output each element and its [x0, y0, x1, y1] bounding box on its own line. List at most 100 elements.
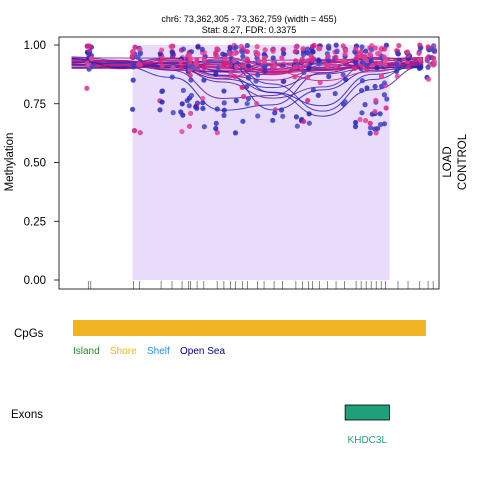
control-point — [157, 107, 163, 113]
cpg-legend-item: Open Sea — [180, 346, 225, 357]
load-point — [136, 61, 142, 67]
control-point — [170, 50, 176, 56]
control-point — [367, 125, 374, 131]
control-point — [201, 124, 207, 130]
control-point — [272, 110, 278, 116]
control-point — [233, 98, 239, 104]
control-point — [169, 74, 175, 80]
control-point — [238, 48, 245, 54]
load-point — [222, 61, 228, 68]
load-point — [238, 43, 244, 49]
control-point — [363, 48, 369, 54]
control-point — [201, 77, 207, 83]
control-point — [293, 114, 300, 120]
cpg-legend-item: Shore — [110, 346, 137, 357]
control-point — [130, 77, 136, 83]
control-point — [188, 63, 194, 70]
load-point — [372, 108, 378, 115]
load-point — [305, 97, 311, 104]
control-point — [395, 50, 401, 57]
cpg-rug — [87, 281, 434, 289]
load-point — [129, 53, 135, 59]
load-point — [233, 64, 240, 70]
load-point — [405, 64, 411, 71]
plot-panel: 0.00 0.25 0.50 0.75 1.00 — [24, 36, 440, 290]
load-point — [244, 56, 250, 62]
control-point — [334, 49, 340, 55]
control-point — [352, 124, 359, 130]
load-point — [159, 47, 165, 53]
control-point — [188, 92, 195, 99]
control-point — [135, 54, 141, 61]
control-point — [381, 92, 387, 98]
control-point — [195, 44, 201, 50]
load-point — [377, 61, 383, 67]
load-point — [293, 58, 299, 64]
control-point — [221, 107, 227, 113]
load-point — [137, 130, 143, 136]
load-point — [280, 46, 286, 52]
load-point — [292, 64, 298, 70]
y-tick-label: 0.75 — [24, 99, 46, 111]
load-point — [227, 62, 233, 68]
control-point — [310, 87, 317, 93]
load-point — [332, 63, 339, 69]
load-point — [86, 43, 92, 49]
sample-points — [84, 42, 438, 136]
load-point — [239, 62, 245, 69]
load-point — [424, 55, 430, 61]
control-point — [362, 102, 368, 108]
load-point — [431, 59, 437, 65]
control-point — [377, 111, 383, 117]
control-point — [377, 121, 384, 128]
control-point — [305, 50, 311, 56]
control-point — [315, 92, 321, 98]
load-point — [170, 64, 176, 71]
load-point — [425, 44, 431, 50]
load-point — [179, 128, 185, 135]
load-point — [379, 73, 385, 79]
control-point — [416, 65, 422, 71]
load-point — [396, 42, 402, 49]
y-tick-label: 1.00 — [24, 40, 46, 52]
load-point — [383, 105, 389, 111]
load-point — [340, 43, 346, 49]
load-point — [293, 44, 299, 50]
control-point — [244, 101, 250, 107]
load-point — [292, 74, 298, 80]
legend-load: LOAD — [442, 146, 454, 177]
load-point — [193, 60, 199, 66]
control-point — [332, 90, 338, 97]
load-point — [262, 47, 268, 53]
control-point — [270, 117, 276, 123]
load-point — [298, 65, 305, 71]
control-point — [359, 78, 366, 84]
control-point — [129, 106, 136, 112]
control-point — [130, 64, 136, 70]
control-point — [170, 110, 176, 116]
load-point — [358, 48, 365, 55]
control-point — [159, 99, 165, 105]
control-point — [364, 85, 370, 91]
control-point — [359, 110, 365, 116]
load-point — [270, 58, 276, 65]
control-point — [394, 61, 400, 67]
load-point — [372, 45, 378, 51]
control-point — [240, 53, 246, 60]
control-point — [262, 68, 268, 75]
load-point — [186, 52, 193, 58]
load-point — [178, 65, 184, 71]
control-point — [326, 73, 332, 80]
control-point — [278, 107, 285, 113]
control-point — [233, 44, 239, 50]
load-point — [425, 76, 432, 82]
control-point — [326, 43, 332, 49]
load-point — [305, 74, 311, 80]
load-point — [228, 71, 234, 77]
load-point — [417, 57, 423, 63]
control-point — [180, 87, 186, 93]
control-point — [425, 64, 431, 70]
control-point — [381, 80, 388, 86]
chart-title: chr6: 73,362,305 - 73,362,759 (width = 4… — [161, 14, 336, 24]
y-axis: 0.00 0.25 0.50 0.75 1.00 — [24, 40, 59, 287]
